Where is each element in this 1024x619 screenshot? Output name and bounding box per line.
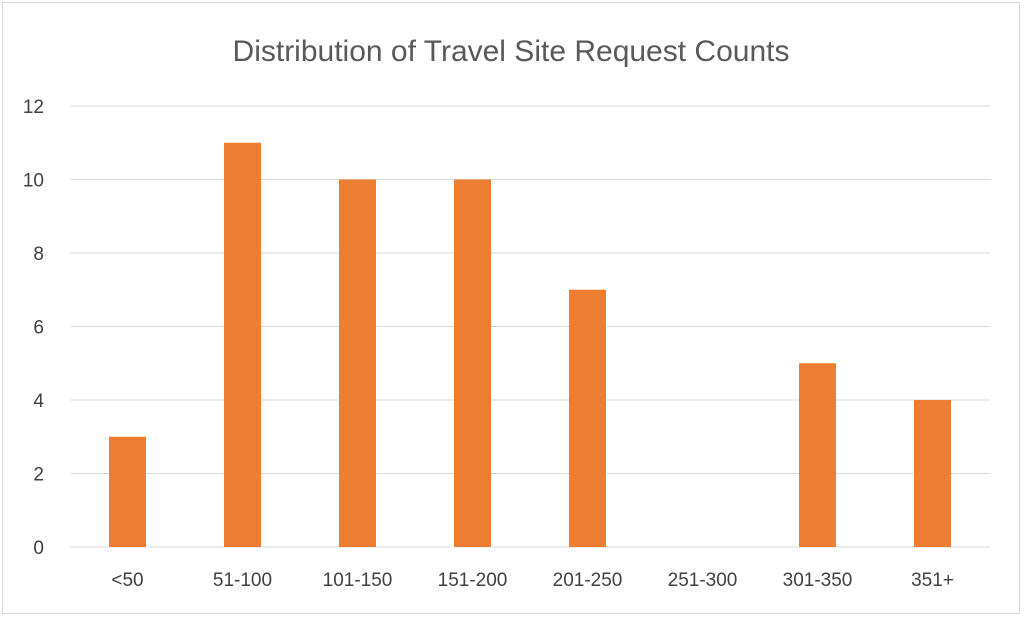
y-tick-label: 12 — [23, 97, 44, 118]
x-tick-label: 351+ — [911, 570, 954, 591]
gridlines — [70, 105, 990, 548]
bar-6 — [799, 363, 836, 547]
y-tick-label: 6 — [33, 318, 44, 339]
x-tick-label: 151-200 — [438, 570, 508, 591]
y-tick-label: 0 — [33, 538, 44, 559]
y-tick-label: 4 — [33, 391, 44, 412]
x-tick-label: 251-300 — [668, 570, 738, 591]
bars — [109, 142, 951, 547]
x-tick-label: 51-100 — [213, 570, 272, 591]
bar-7 — [914, 400, 951, 547]
bar-4 — [569, 289, 606, 547]
x-tick-label: 301-350 — [783, 570, 853, 591]
y-tick-label: 8 — [33, 244, 44, 265]
x-tick-label: 201-250 — [553, 570, 623, 591]
bar-3 — [454, 179, 491, 547]
y-tick-label: 2 — [33, 465, 44, 486]
x-tick-label: 101-150 — [323, 570, 393, 591]
x-tick-label: <50 — [111, 570, 143, 591]
y-axis-tick-labels: 0 2 4 6 8 10 12 — [23, 97, 45, 559]
bar-2 — [339, 179, 376, 547]
chart-title: Distribution of Travel Site Request Coun… — [233, 35, 790, 68]
bar-1 — [224, 142, 261, 547]
bar-0 — [109, 436, 146, 547]
x-axis-tick-labels: <50 51-100 101-150 151-200 201-250 251-300 301… — [111, 570, 954, 591]
y-tick-label: 10 — [23, 171, 44, 192]
